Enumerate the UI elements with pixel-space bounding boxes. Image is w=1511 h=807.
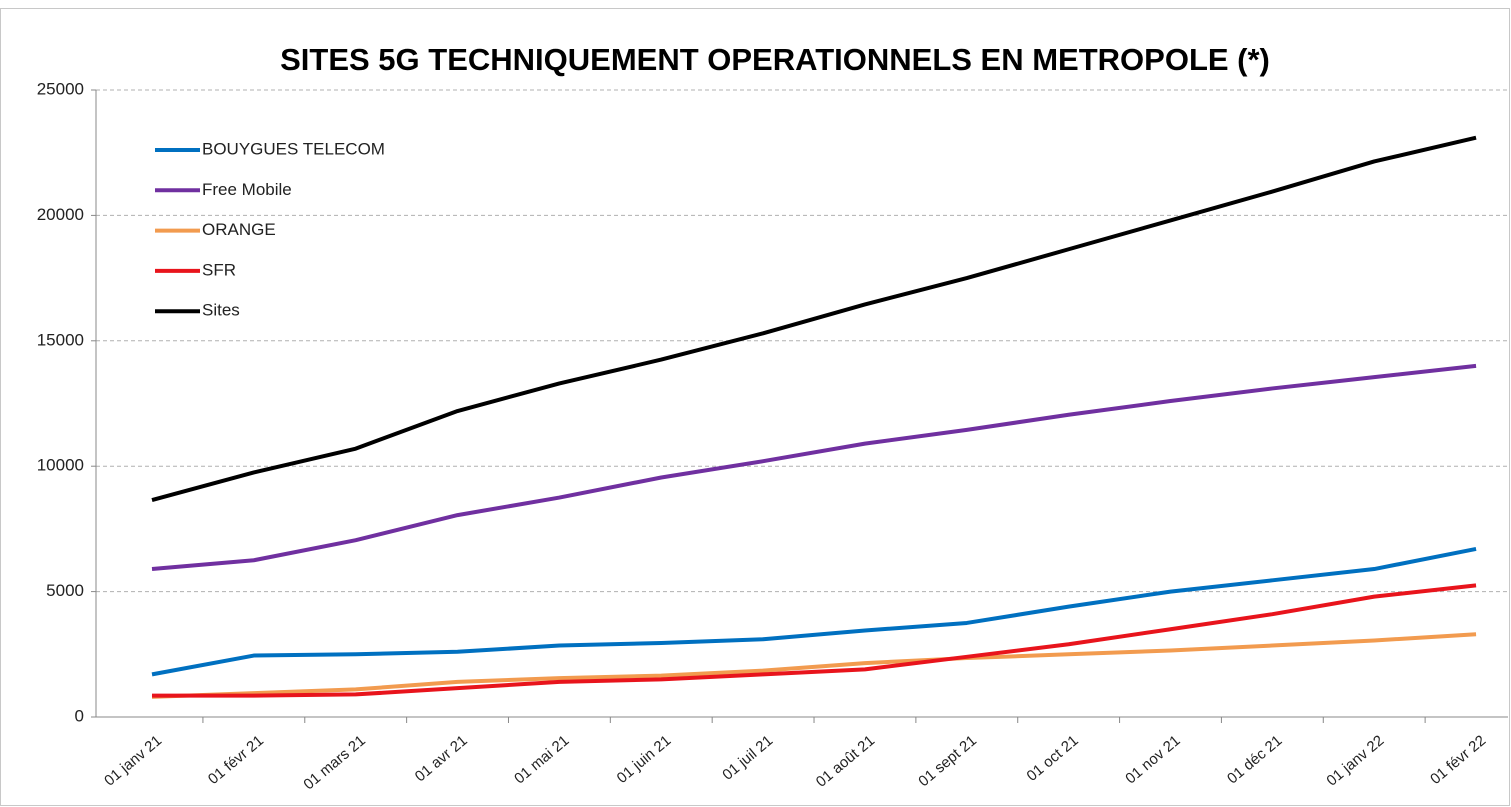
x-tick-label: 01 oct 21: [1024, 732, 1082, 785]
series-line: [151, 135, 1477, 502]
x-tick-label: 01 avr 21: [412, 732, 471, 785]
chart-title: SITES 5G TECHNIQUEMENT OPERATIONNELS EN …: [280, 42, 1270, 77]
chart-border: [0, 8, 1510, 806]
series-line: [151, 632, 1477, 699]
legend-label: Sites: [202, 301, 240, 320]
x-tick-label: 01 févr 22: [1427, 732, 1489, 788]
x-tick-label: 01 févr 21: [205, 732, 267, 788]
x-tick-label: 01 août 21: [813, 732, 878, 791]
x-tick-label: 01 déc 21: [1224, 732, 1285, 787]
x-tick-label: 01 mai 21: [511, 732, 572, 787]
series-line: [152, 583, 1477, 698]
y-tick-label: 0: [75, 706, 84, 725]
x-tick-label: 01 sept 21: [915, 732, 980, 790]
x-tick-label: 01 mars 21: [300, 732, 368, 793]
x-tick-label: 01 juil 21: [719, 732, 776, 784]
legend-label: Free Mobile: [202, 180, 292, 199]
x-tick-label: 01 janv 21: [101, 732, 165, 790]
x-tick-label: 01 janv 22: [1323, 732, 1387, 790]
x-tick-label: 01 juin 21: [614, 732, 675, 787]
y-tick-label: 25000: [37, 79, 84, 98]
y-tick-label: 15000: [37, 330, 84, 349]
series-line: [151, 547, 1477, 677]
legend-label: SFR: [202, 260, 236, 279]
y-tick-label: 5000: [46, 581, 84, 600]
legend-label: BOUYGUES TELECOM: [202, 139, 385, 158]
x-tick-label: 01 nov 21: [1122, 732, 1183, 787]
y-tick-label: 20000: [37, 205, 84, 224]
series-line: [151, 363, 1477, 572]
y-tick-label: 10000: [37, 456, 84, 475]
legend-label: ORANGE: [202, 220, 276, 239]
